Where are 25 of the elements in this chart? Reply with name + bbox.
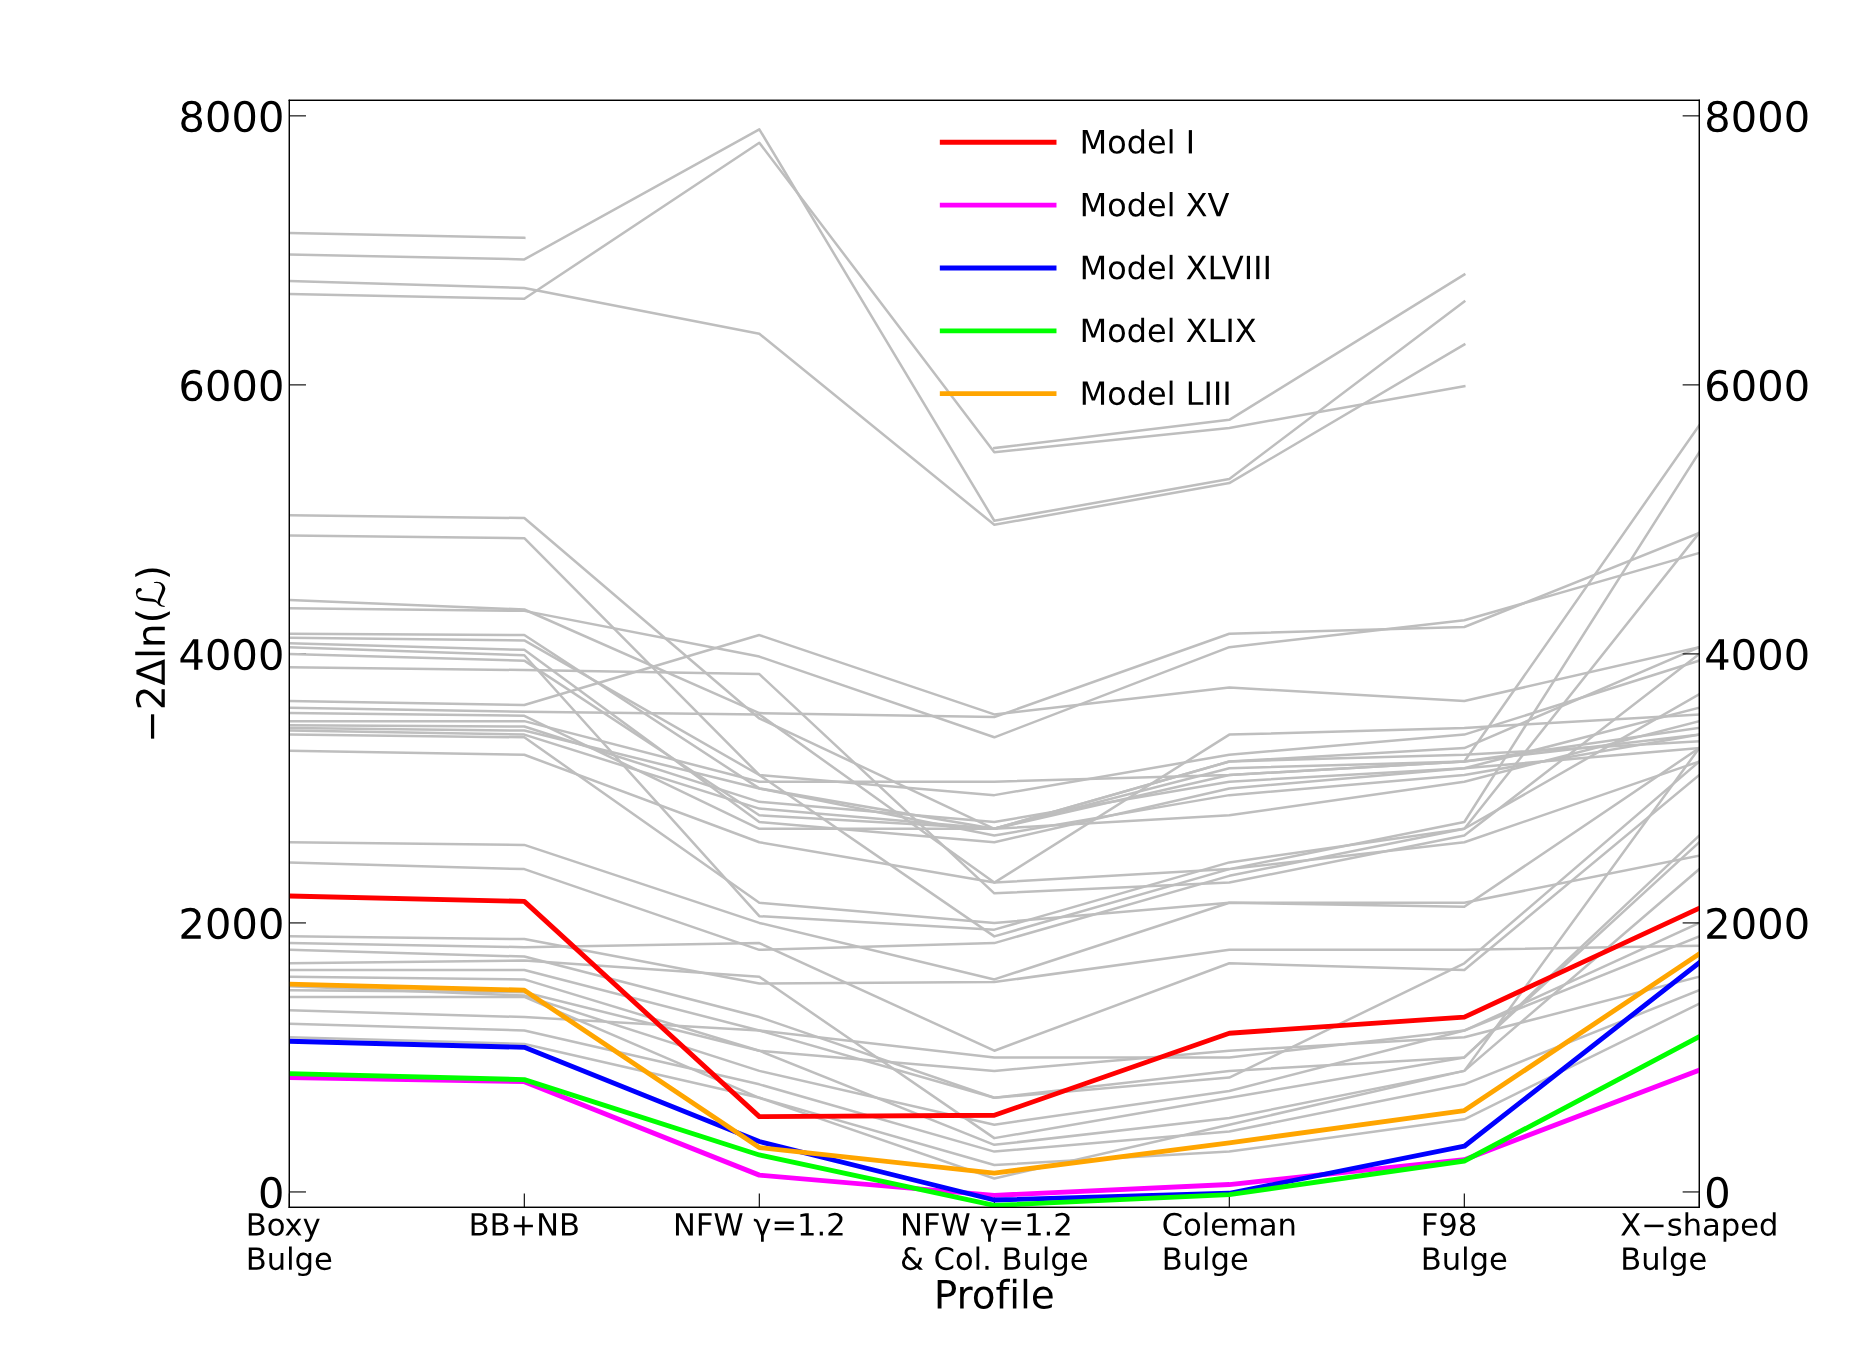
legend-label: Model XLVIII: [1082, 254, 1269, 280]
x-tick-label: F98 Bulge: [1423, 1212, 1507, 1277]
x-tick-label: X−shaped Bulge: [1621, 1212, 1776, 1277]
y-axis-title: −2Δln(ℒ): [135, 568, 170, 739]
x-tick-label: Coleman Bulge: [1163, 1212, 1295, 1277]
y-tick-label: 8000: [181, 100, 282, 133]
y-tick-label: 2000: [181, 907, 282, 940]
legend-label: Model LIII: [1082, 380, 1229, 406]
legend-label: Model XLIX: [1082, 317, 1256, 343]
y-tick-label: 4000: [180, 638, 282, 671]
y-tick-label: 0: [260, 1176, 282, 1209]
y2-tick-label: 6000: [1707, 369, 1808, 402]
x-tick-label: BB+NB: [471, 1213, 578, 1236]
x-tick-label: NFW γ=1.2 & Col. Bulge: [901, 1212, 1087, 1277]
y2-tick-label: 0: [1706, 1176, 1728, 1209]
x-tick-label: Boxy Bulge: [248, 1213, 332, 1277]
x-axis-title: Profile: [937, 1278, 1053, 1309]
legend-label: Model XV: [1082, 192, 1230, 217]
y2-tick-label: 4000: [1706, 638, 1808, 671]
x-tick-label: NFW γ=1.2: [675, 1212, 843, 1242]
y2-tick-label: 8000: [1707, 100, 1808, 133]
y2-tick-label: 2000: [1707, 907, 1808, 940]
y-tick-label: 6000: [181, 369, 282, 402]
legend-label: Model I: [1082, 129, 1192, 154]
line-series: [289, 128, 1466, 522]
